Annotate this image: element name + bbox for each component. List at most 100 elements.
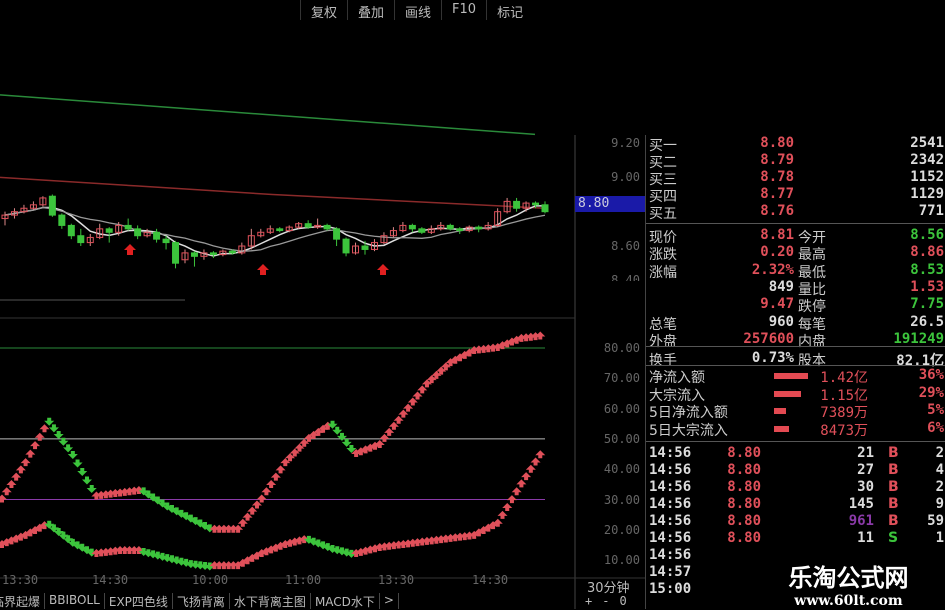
bid-label: 买一 [649, 138, 677, 154]
candle-body [200, 252, 208, 257]
stat-row: 涨幅 2.32% 最低 8.53 [646, 262, 945, 281]
zoom-in-button[interactable]: + [585, 594, 593, 608]
up-arrow-icon [218, 561, 229, 570]
tab-indicator[interactable]: EXP四色线 [105, 593, 173, 609]
candle-body [67, 224, 75, 237]
up-arrow-icon [469, 346, 480, 355]
tab-indicator[interactable]: BBIBOLL [45, 593, 105, 609]
candle-body [541, 204, 549, 213]
down-arrow-icon [63, 444, 74, 453]
up-arrow-icon [214, 524, 225, 533]
down-arrow-icon [181, 512, 192, 521]
down-arrow-icon [67, 451, 78, 460]
mark-button[interactable]: 标记 [486, 0, 533, 21]
down-arrow-icon [77, 543, 88, 552]
candle-body [153, 231, 161, 240]
zoom-out-button[interactable]: - [602, 594, 610, 608]
up-arrow-icon [497, 341, 508, 350]
tab-indicator[interactable]: 飞扬背离 [173, 593, 230, 609]
up-arrow-icon [318, 424, 329, 433]
bid-row: 买四 8.77 1129 [646, 186, 945, 205]
stat-value: 9.47 [760, 296, 794, 313]
down-arrow-icon [171, 556, 182, 565]
tab-indicator[interactable]: 水下背离主图 [230, 593, 311, 609]
up-arrow-icon [431, 535, 442, 544]
down-arrow-icon [81, 476, 92, 485]
up-arrow-icon [280, 539, 291, 548]
up-arrow-icon [525, 332, 536, 341]
bid-row: 买一 8.80 2541 [646, 135, 945, 154]
kline-chart[interactable] [0, 0, 645, 609]
tab-indicator[interactable]: MACD水下 [311, 593, 380, 609]
stat-value: 26.5 [910, 313, 944, 330]
candle-body [295, 223, 303, 228]
flow-pct: 29% [918, 384, 944, 401]
up-arrow-icon [96, 548, 107, 557]
up-arrow-icon [502, 339, 513, 348]
tick-time: 15:00 [649, 581, 692, 597]
tick-row: 14:56 [646, 547, 945, 565]
tab-more-button[interactable]: > [380, 593, 399, 609]
indicator-axis-label: 50.00 [603, 431, 640, 446]
up-arrow-icon [124, 487, 135, 496]
up-arrow-icon [535, 450, 546, 459]
up-arrow-icon [15, 465, 26, 474]
down-arrow-icon [176, 557, 187, 566]
down-arrow-icon [185, 514, 196, 523]
down-arrow-icon [148, 493, 159, 502]
tick-volume: 961 [848, 513, 874, 529]
tick-side: B [888, 479, 899, 495]
up-arrow-icon [436, 535, 447, 544]
candle-body [446, 224, 454, 230]
flow-row: 5日大宗流入 8473万 6% [646, 420, 945, 439]
draw-line-button[interactable]: 画线 [394, 0, 441, 21]
candle-body [484, 224, 492, 230]
overlay-button[interactable]: 叠加 [347, 0, 394, 21]
flow-amount: 1.42亿 [820, 370, 868, 386]
up-arrow-icon [388, 421, 399, 430]
period-selector[interactable]: 30分钟 [587, 581, 630, 596]
candle-body [427, 228, 435, 233]
up-arrow-icon [15, 532, 26, 541]
stat-value: 8.86 [910, 244, 944, 261]
up-arrow-icon [417, 385, 428, 394]
up-arrow-icon [455, 532, 466, 541]
tick-time: 14:56 [649, 513, 692, 529]
up-arrow-icon [1, 487, 12, 496]
up-arrow-icon [270, 543, 281, 552]
up-arrow-icon [530, 332, 541, 341]
candle-body [475, 226, 483, 230]
indicator-axis-label: 70.00 [603, 371, 640, 386]
down-arrow-icon [72, 459, 83, 468]
up-arrow-icon [374, 542, 385, 551]
down-arrow-icon [171, 507, 182, 516]
tick-side: B [888, 513, 899, 529]
up-arrow-icon [478, 344, 489, 353]
up-arrow-icon [355, 547, 366, 556]
zoom-reset-button[interactable]: 0 [619, 594, 627, 608]
down-arrow-icon [77, 468, 88, 477]
up-arrow-icon [521, 472, 532, 481]
candle-body [172, 242, 180, 264]
up-arrow-icon [365, 545, 376, 554]
watermark-title: 乐淘公式网 [788, 563, 909, 592]
tick-price: 8.80 [727, 462, 761, 478]
stat-row: 现价 8.81 今开 8.56 [646, 227, 945, 246]
down-arrow-icon [143, 490, 154, 499]
up-arrow-icon [393, 415, 404, 424]
up-arrow-icon [214, 561, 225, 570]
restore-rights-button[interactable]: 复权 [300, 0, 347, 21]
stat-label: 总笔 [649, 316, 677, 333]
tick-time: 14:56 [649, 530, 692, 546]
up-arrow-icon [521, 333, 532, 342]
tab-indicator[interactable]: 临界起爆 [0, 593, 46, 609]
up-arrow-icon [105, 547, 116, 556]
up-arrow-icon [473, 345, 484, 354]
up-arrow-icon [445, 533, 456, 542]
up-arrow-icon [275, 465, 286, 474]
down-arrow-icon [166, 504, 177, 513]
candle-body [209, 252, 217, 256]
f10-button[interactable]: F10 [441, 0, 486, 20]
candle-body [314, 224, 322, 228]
up-arrow-icon [379, 542, 390, 551]
